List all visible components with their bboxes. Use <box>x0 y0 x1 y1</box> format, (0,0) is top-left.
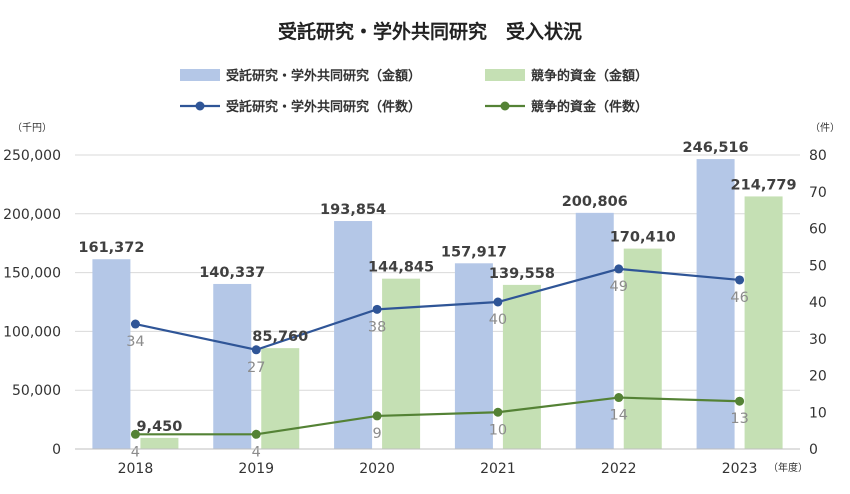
legend-label-bar-1: 受託研究・学外共同研究（金額） <box>226 68 421 84</box>
y-tick-label: 200,000 <box>3 207 61 223</box>
y2-tick-label: 40 <box>809 295 827 311</box>
bar-data-label: 200,806 <box>562 194 628 210</box>
line-point-series2 <box>493 407 503 417</box>
line-point-series2 <box>251 429 261 439</box>
bar-series2 <box>502 284 541 449</box>
bar-series2 <box>744 196 783 449</box>
line-point-series1 <box>493 297 503 307</box>
bar-series2 <box>382 278 421 449</box>
line-point-series2 <box>614 393 624 403</box>
line-data-label: 4 <box>252 444 261 460</box>
legend-swatch-bar-2 <box>485 69 525 81</box>
x-tick-label: 2019 <box>238 461 274 477</box>
bar-data-label: 246,516 <box>683 140 749 156</box>
y-tick-label: 50,000 <box>12 383 61 399</box>
line-data-label: 34 <box>126 334 144 350</box>
legend-label-line-1: 受託研究・学外共同研究（件数） <box>226 99 421 115</box>
legend-label-bar-2: 競争的資金（金額） <box>531 68 648 84</box>
bar-series1 <box>334 221 373 449</box>
x-tick-label: 2021 <box>480 461 516 477</box>
legend-marker-line-1 <box>195 101 205 111</box>
y2-tick-label: 80 <box>809 148 827 164</box>
right-axis-unit: （件） <box>810 122 840 134</box>
bar-data-label: 85,760 <box>252 329 308 345</box>
line-point-series1 <box>372 304 382 314</box>
x-tick-label: 2023 <box>722 461 758 477</box>
chart-title: 受託研究・学外共同研究 受入状況 <box>278 20 582 43</box>
y2-tick-label: 20 <box>809 369 827 385</box>
line-data-label: 9 <box>372 426 381 442</box>
line-data-label: 10 <box>489 422 507 438</box>
line-point-series1 <box>251 345 261 355</box>
line-point-series1 <box>614 264 624 274</box>
bar-data-label: 157,917 <box>441 244 507 260</box>
x-tick-label: 2020 <box>359 461 395 477</box>
bar-series1 <box>575 212 614 449</box>
bar-data-label: 161,372 <box>78 240 144 256</box>
bar-data-label: 139,558 <box>489 266 555 282</box>
legend-label-line-2: 競争的資金（件数） <box>531 99 648 115</box>
bar-series1 <box>92 259 131 449</box>
bar-data-label: 140,337 <box>199 265 265 281</box>
y2-tick-label: 60 <box>809 222 827 238</box>
bar-series2 <box>623 248 662 449</box>
bar-series1 <box>696 159 735 450</box>
line-series2 <box>135 396 740 436</box>
y2-tick-label: 0 <box>809 442 818 458</box>
left-axis-unit: （千円） <box>12 122 52 134</box>
bar-series2 <box>261 348 300 449</box>
bar-series2 <box>140 437 179 449</box>
line-data-label: 49 <box>610 279 628 295</box>
line-data-label: 40 <box>489 312 507 328</box>
bar-data-label: 170,410 <box>610 230 676 246</box>
line-data-label: 38 <box>368 319 386 335</box>
bar-series1 <box>454 263 493 449</box>
legend-marker-line-2 <box>500 101 510 111</box>
line-data-label: 46 <box>730 290 748 306</box>
line-series1 <box>135 267 740 351</box>
line-point-series1 <box>735 275 745 285</box>
line-data-label: 13 <box>730 411 748 427</box>
bar-data-label: 214,779 <box>731 177 797 193</box>
bars <box>92 159 783 450</box>
y-tick-label: 100,000 <box>3 324 61 340</box>
gridlines <box>75 154 800 450</box>
axes: 0 50,000 100,000 150,000 200,000 250,000 0 10 20… <box>3 148 827 477</box>
x-tick-label: 2022 <box>601 461 637 477</box>
y2-tick-label: 10 <box>809 405 827 421</box>
bar-data-label: 193,854 <box>320 202 386 218</box>
data-labels: 161,372 140,337 193,854 157,917 200,806 246,5… <box>78 140 796 460</box>
y-tick-label: 0 <box>52 442 61 458</box>
y2-tick-label: 30 <box>809 332 827 348</box>
y-tick-label: 150,000 <box>3 266 61 282</box>
x-axis-unit: （年度） <box>768 461 808 474</box>
y2-tick-label: 50 <box>809 258 827 274</box>
y-tick-label: 250,000 <box>3 148 61 164</box>
line-data-label: 14 <box>610 408 628 424</box>
lines <box>130 264 745 439</box>
bar-data-label: 144,845 <box>368 260 434 276</box>
bar-series1 <box>213 283 252 449</box>
y2-tick-label: 70 <box>809 185 827 201</box>
line-data-label: 4 <box>131 444 140 460</box>
x-tick-label: 2018 <box>118 461 154 477</box>
line-data-label: 27 <box>247 360 265 376</box>
line-point-series2 <box>130 429 140 439</box>
legend-swatch-bar-1 <box>180 69 220 81</box>
line-point-series1 <box>130 319 140 329</box>
line-point-series2 <box>735 396 745 406</box>
bar-data-label: 9,450 <box>136 419 182 435</box>
line-point-series2 <box>372 411 382 421</box>
